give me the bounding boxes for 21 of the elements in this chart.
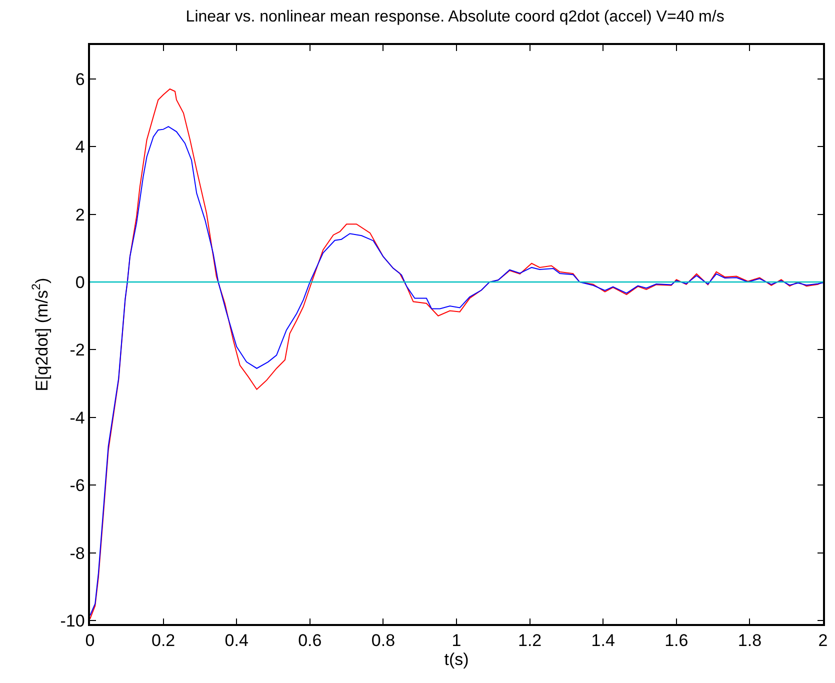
x-tick-label: 1.2: [518, 631, 542, 650]
y-tick-label: 2: [75, 205, 85, 224]
x-tick-label: 0.6: [298, 631, 322, 650]
y-tick-label: -10: [60, 612, 85, 631]
x-tick-label: 1.4: [591, 631, 615, 650]
x-tick-label: 1.6: [664, 631, 688, 650]
x-tick-label: 0.2: [151, 631, 176, 650]
y-tick-label: -4: [70, 408, 85, 428]
y-tick-label: -6: [70, 476, 85, 496]
chart-title: Linear vs. nonlinear mean response. Absolute coord q2dot (accel) V=40 m/s: [186, 8, 724, 26]
y-tick-label: 4: [75, 138, 85, 157]
x-tick-label: 0.4: [224, 631, 248, 650]
x-tick-label: 0.8: [371, 631, 396, 650]
y-tick-label: 0: [75, 272, 85, 292]
x-axis-title: t(s): [444, 650, 469, 670]
x-tick-label: 1.8: [738, 631, 762, 650]
y-tick-label: -2: [70, 340, 85, 360]
x-tick-label: 2: [818, 631, 828, 650]
x-tick-label: 1: [452, 631, 462, 650]
y-tick-label: -8: [70, 544, 85, 563]
y-tick-label: 6: [75, 70, 85, 89]
